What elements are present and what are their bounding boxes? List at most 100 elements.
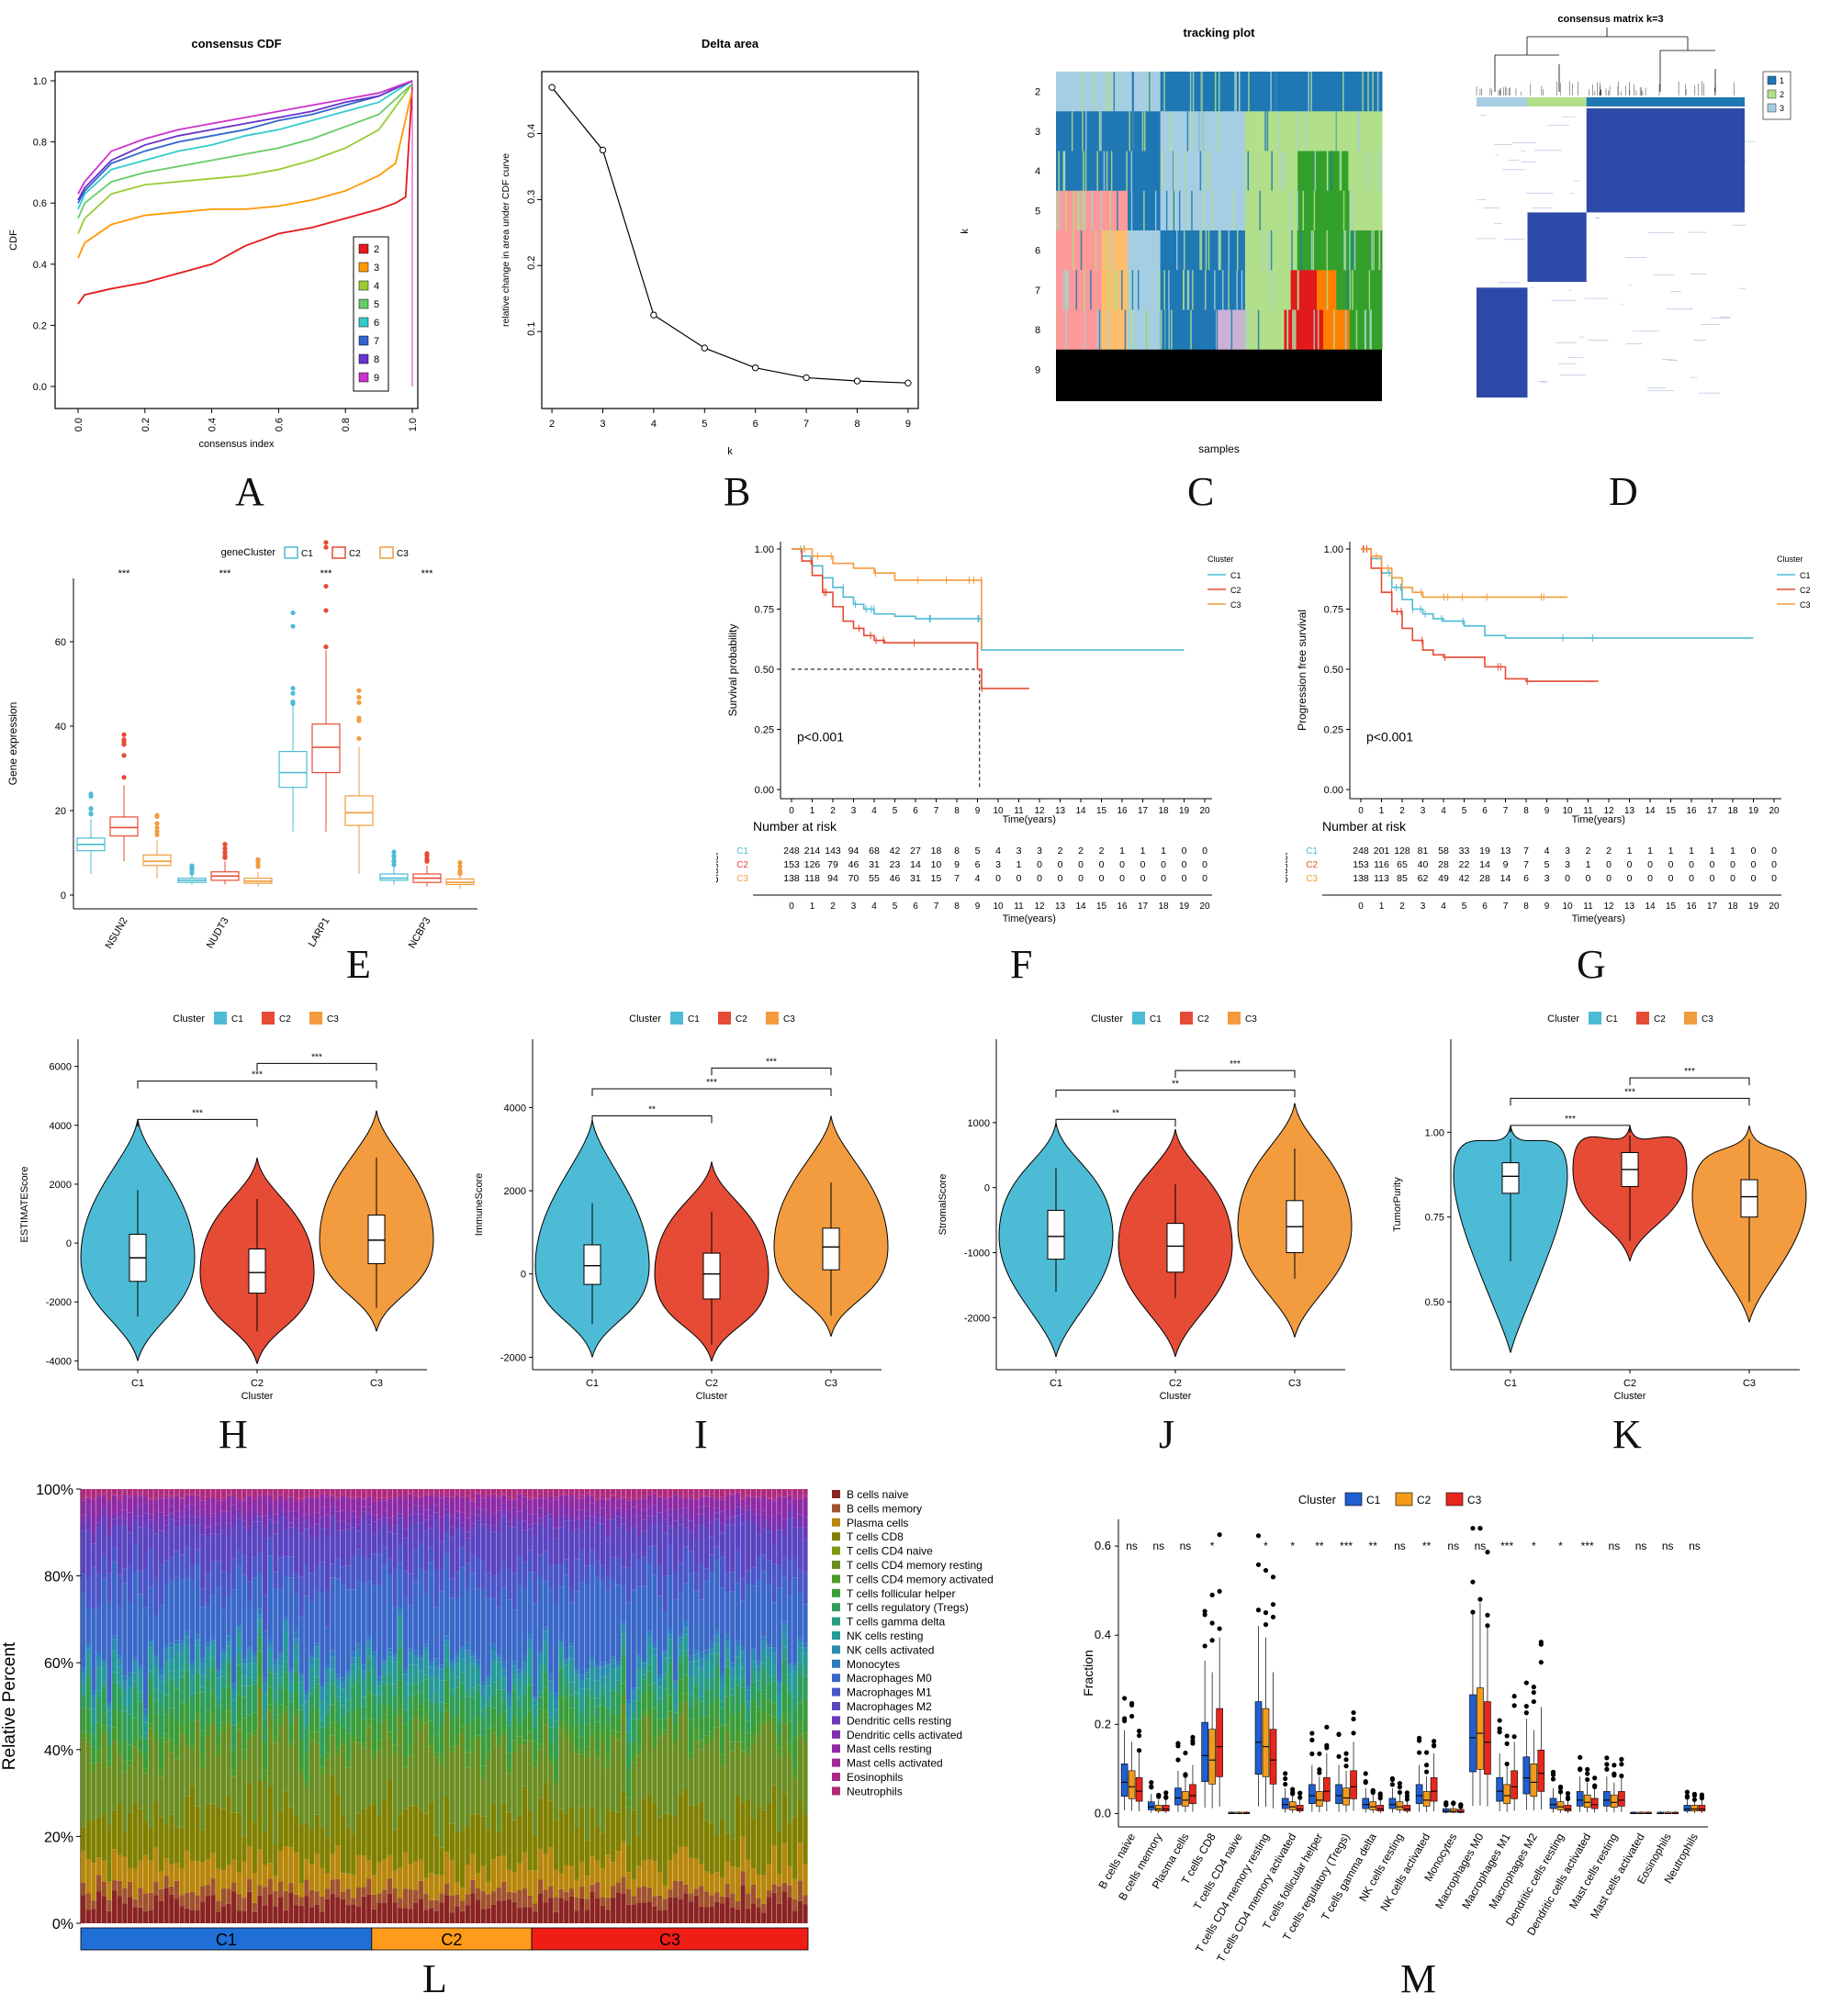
stack-segment [434,1494,439,1496]
stack-segment [611,1687,615,1691]
stack-segment [699,1659,703,1669]
stack-segment [143,1607,148,1708]
tracking-stripe [1065,310,1067,350]
stack-segment [543,1498,547,1511]
x-tick-label: 7 [803,419,809,430]
stack-segment [122,1690,127,1706]
stack-segment [460,1650,465,1660]
tracking-stripe [1234,230,1236,270]
y-tick-label: -2000 [964,1313,990,1324]
stack-segment [585,1493,590,1495]
x-tick-label: 13 [1624,806,1635,816]
stack-segment [107,1726,111,1732]
stack-segment [787,1866,792,1886]
stack-segment [704,1518,709,1527]
stack-segment [143,1503,148,1513]
stack-segment [320,1728,324,1757]
risk-value: 0 [1668,859,1674,870]
stack-segment [574,1828,578,1880]
stack-segment [392,1662,397,1684]
stack-segment [294,1816,298,1853]
stack-segment [450,1913,455,1923]
box-C1 [1282,1798,1288,1809]
stack-segment [241,1910,246,1923]
stack-segment [91,1723,95,1734]
stack-segment [356,1644,361,1649]
significance-bracket [1056,1119,1175,1126]
stack-segment [107,1746,111,1762]
stack-segment [143,1708,148,1715]
stack-segment [268,1640,273,1645]
stack-segment [366,1671,371,1693]
legend-label: T cells CD4 naive [847,1545,933,1558]
stack-segment [200,1686,205,1693]
stack-segment [361,1584,365,1665]
x-tick-label: 1.0 [408,418,419,431]
legend-label: 2 [374,244,379,255]
stack-segment [195,1862,199,1896]
stack-segment [787,1561,792,1596]
stack-segment [200,1509,205,1518]
stack-segment [787,1822,792,1866]
stack-segment [372,1895,376,1910]
stack-segment [81,1883,85,1896]
significance-label: ** [1172,1079,1179,1089]
legend-label: Mast cells resting [847,1742,932,1755]
stack-segment [86,1648,91,1653]
stack-segment [548,1742,553,1756]
chart-title: consensus CDF [191,37,281,50]
stack-segment [782,1529,787,1534]
stack-segment [724,1733,729,1833]
stack-segment [761,1511,766,1520]
stack-segment [543,1783,547,1854]
stack-segment [403,1852,408,1888]
stack-segment [714,1636,719,1644]
stack-segment [714,1546,719,1560]
stack-segment [605,1724,610,1754]
stack-segment [195,1669,199,1674]
risk-value: 248 [783,846,800,857]
stack-segment [273,1702,277,1719]
stack-segment [724,1510,729,1519]
outlier-point [1578,1766,1582,1771]
y-tick-label: 1.00 [1425,1127,1444,1138]
stack-segment [632,1590,636,1688]
tracking-stripe [1143,191,1145,230]
stack-segment [466,1498,470,1518]
stack-segment [278,1667,283,1677]
stack-segment [554,1709,558,1721]
outlier-point [1264,1622,1268,1627]
stack-segment [579,1497,584,1509]
stack-segment [118,1802,122,1854]
stack-segment [616,1892,621,1923]
stack-segment [288,1497,293,1512]
violin-box [1741,1180,1758,1217]
risk-value: 94 [848,846,859,857]
outlier-point [1585,1767,1589,1772]
stack-segment [455,1895,459,1907]
tracking-stripe [1176,230,1178,270]
stack-segment [585,1757,590,1841]
stack-segment [356,1813,361,1854]
stack-segment [304,1489,309,1496]
outlier-point [1271,1574,1275,1579]
stack-segment [512,1716,517,1740]
stack-segment [761,1489,766,1495]
stack-segment [554,1697,558,1708]
stack-segment [102,1882,107,1897]
stack-segment [299,1489,304,1498]
outlier-point [1137,1748,1141,1753]
stack-segment [164,1516,169,1526]
tracking-stripe [1083,151,1084,191]
stack-segment [543,1581,547,1628]
stack-segment [309,1666,314,1687]
stack-segment [792,1662,797,1666]
y-tick-label: 0.0 [1095,1806,1111,1820]
stack-segment [694,1518,699,1525]
stack-segment [564,1495,568,1496]
stack-segment [419,1860,423,1881]
stack-segment [138,1887,142,1908]
stack-segment [501,1494,506,1495]
stack-segment [346,1529,351,1565]
stack-segment [320,1720,324,1728]
